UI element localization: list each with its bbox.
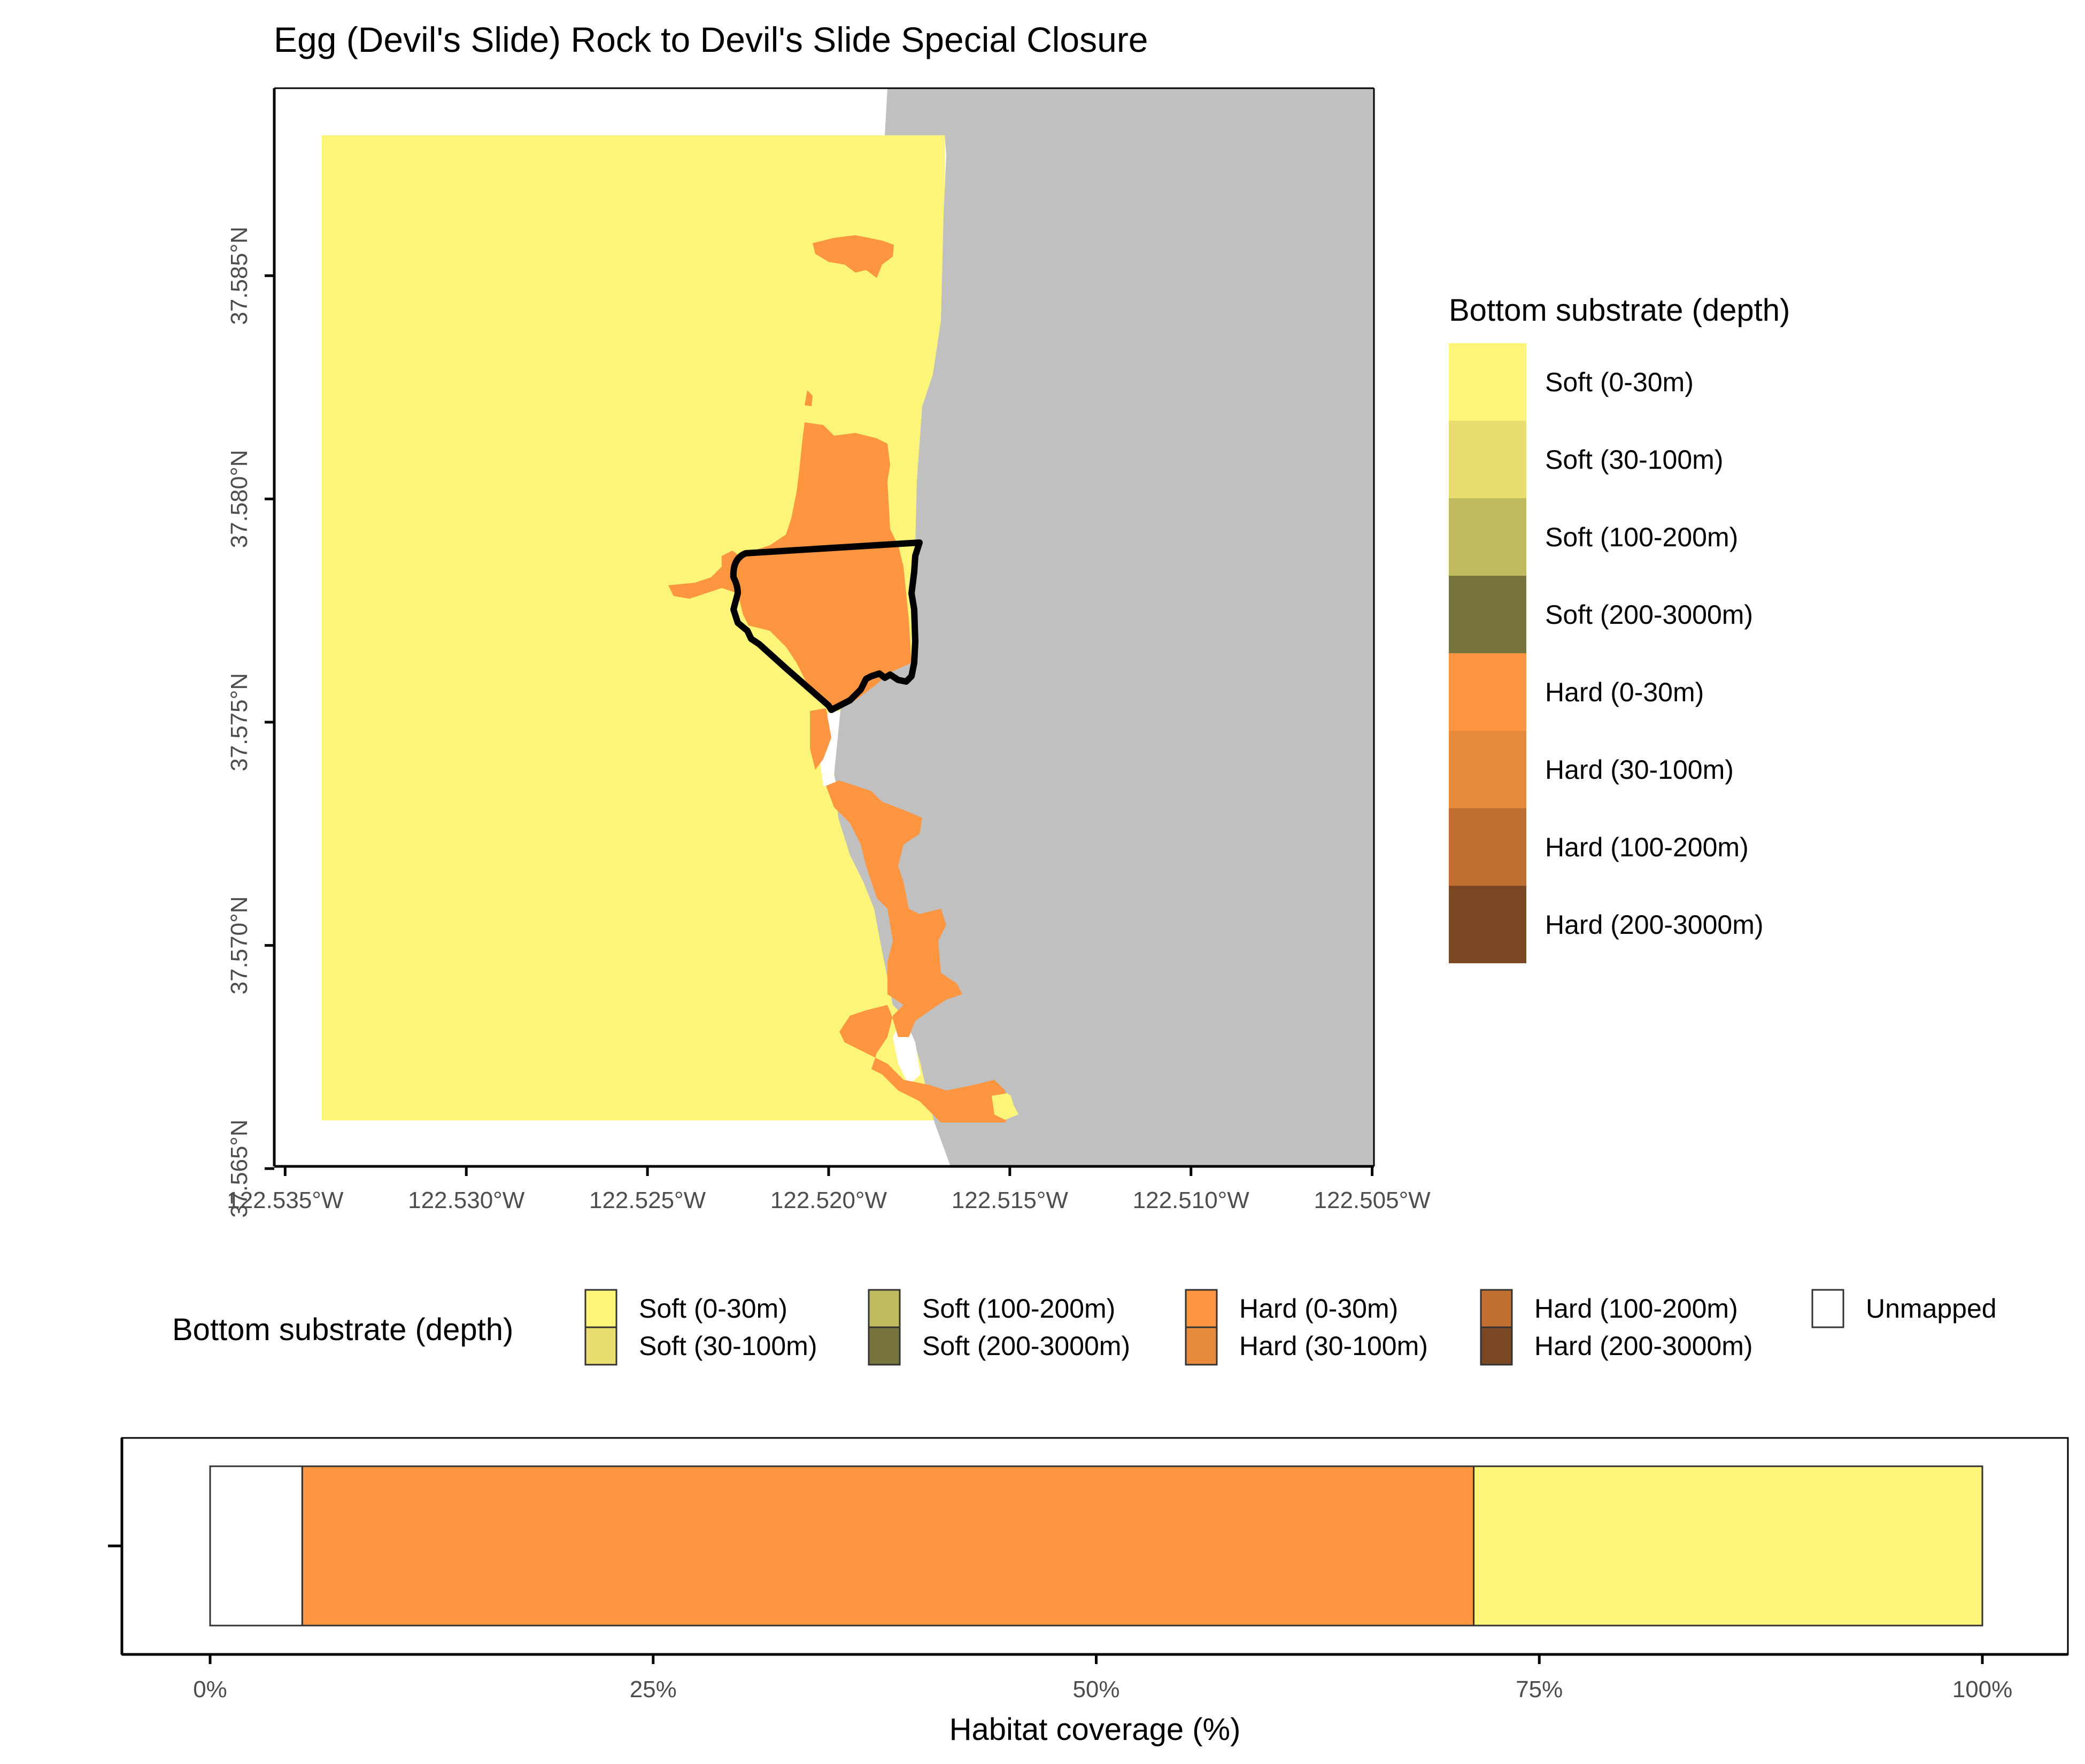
- bar-x-tick-label: 50%: [1072, 1676, 1119, 1703]
- legend-right-swatch: [1449, 343, 1526, 421]
- chart-x-title: Habitat coverage (%): [949, 1712, 1241, 1747]
- legend-right-title: Bottom substrate (depth): [1449, 293, 1790, 328]
- lon-tick-label: 122.535°W: [227, 1187, 344, 1213]
- lat-tick-label: 37.575°N: [226, 673, 252, 771]
- legend-bottom-title: Bottom substrate (depth): [172, 1312, 513, 1347]
- lat-tick-label: 37.580°N: [226, 450, 252, 548]
- legend-right-label: Hard (200-3000m): [1545, 910, 1764, 940]
- bar-x-ticks: 0% 25% 50% 75% 100%: [193, 1654, 2012, 1703]
- bar-segment-soft-0-30m-: [1473, 1465, 1983, 1627]
- lon-tick-label: 122.525°W: [589, 1187, 706, 1213]
- legend-right-swatch: [1449, 421, 1526, 498]
- land-area: [831, 88, 1374, 1166]
- lon-tick-label: 122.515°W: [952, 1187, 1069, 1213]
- legend-right: Bottom substrate (depth) Soft (0-30m)Sof…: [1449, 293, 1790, 963]
- bar-segments: [209, 1465, 1983, 1627]
- legend-bottom-swatch: [868, 1326, 901, 1366]
- map-ticks: 122.535°W 122.530°W 122.525°W 122.520°W 122.…: [226, 227, 1431, 1218]
- lon-tick-label: 122.520°W: [770, 1187, 887, 1213]
- bar-segment-hard-0-30m-: [301, 1465, 1475, 1627]
- legend-right-label: Hard (0-30m): [1545, 677, 1704, 707]
- bar-x-tick-label: 75%: [1516, 1676, 1563, 1703]
- legend-bottom-label: Soft (100-200m): [922, 1294, 1115, 1324]
- legend-right-swatch: [1449, 653, 1526, 731]
- coverage-chart: 0% 25% 50% 75% 100% Habitat coverage (%): [108, 1437, 2069, 1747]
- legend-right-swatch: [1449, 731, 1526, 808]
- legend-right-swatch: [1449, 808, 1526, 886]
- legend-bottom-label: Hard (200-3000m): [1534, 1331, 1753, 1361]
- lat-tick-label: 37.565°N: [226, 1119, 252, 1218]
- hard-substrate-patches: [668, 235, 1018, 1123]
- legend-right-swatch: [1449, 576, 1526, 653]
- bar-segment-unmapped: [209, 1465, 303, 1627]
- legend-right-label: Soft (0-30m): [1545, 367, 1694, 397]
- lon-tick-label: 122.530°W: [408, 1187, 525, 1213]
- legend-bottom-label: Soft (200-3000m): [922, 1331, 1130, 1361]
- legend-bottom-label: Hard (100-200m): [1534, 1294, 1738, 1324]
- legend-bottom-label: Hard (30-100m): [1239, 1331, 1428, 1361]
- legend-bottom-swatch: [1811, 1289, 1844, 1328]
- legend-bottom: Bottom substrate (depth) Soft (0-30m)Sof…: [172, 1289, 1997, 1366]
- legend-right-label: Soft (200-3000m): [1545, 600, 1753, 630]
- legend-bottom-swatch: [1480, 1326, 1513, 1366]
- map-panel: 122.535°W 122.530°W 122.525°W 122.520°W 122.…: [226, 87, 1431, 1218]
- legend-right-items: Soft (0-30m) Soft (30-100m) Soft (100-200m…: [1449, 343, 1764, 963]
- legend-bottom-label: Soft (30-100m): [639, 1331, 817, 1361]
- legend-bottom-label: Soft (0-30m): [639, 1294, 787, 1324]
- lon-tick-label: 122.510°W: [1133, 1187, 1250, 1213]
- lat-tick-label: 37.585°N: [226, 227, 252, 325]
- legend-right-label: Hard (100-200m): [1545, 832, 1749, 862]
- special-closure-boundary: [730, 539, 923, 713]
- legend-right-label: Hard (30-100m): [1545, 755, 1734, 785]
- figure-title: Egg (Devil's Slide) Rock to Devil's Slid…: [274, 20, 1148, 59]
- legend-bottom-items: Soft (0-30m) Soft (30-100m) Soft (100-200m…: [584, 1289, 1997, 1366]
- legend-bottom-swatch: [584, 1289, 617, 1328]
- legend-bottom-swatch: [868, 1289, 901, 1328]
- legend-bottom-swatch: [1185, 1326, 1218, 1366]
- legend-bottom-swatch: [584, 1326, 617, 1366]
- legend-right-swatch: [1449, 886, 1526, 963]
- legend-bottom-swatch: [1185, 1289, 1218, 1328]
- bar-x-tick-label: 0%: [193, 1676, 227, 1703]
- legend-bottom-swatch: [1480, 1289, 1513, 1328]
- legend-right-swatch: [1449, 498, 1526, 576]
- bar-x-tick-label: 25%: [630, 1676, 677, 1703]
- legend-bottom-label: Hard (0-30m): [1239, 1294, 1398, 1324]
- legend-right-label: Soft (100-200m): [1545, 522, 1738, 552]
- lon-tick-label: 122.505°W: [1314, 1187, 1431, 1213]
- legend-bottom-label: Unmapped: [1866, 1294, 1997, 1324]
- bar-x-tick-label: 100%: [1952, 1676, 2013, 1703]
- legend-right-label: Soft (30-100m): [1545, 445, 1723, 475]
- lat-tick-label: 37.570°N: [226, 896, 252, 995]
